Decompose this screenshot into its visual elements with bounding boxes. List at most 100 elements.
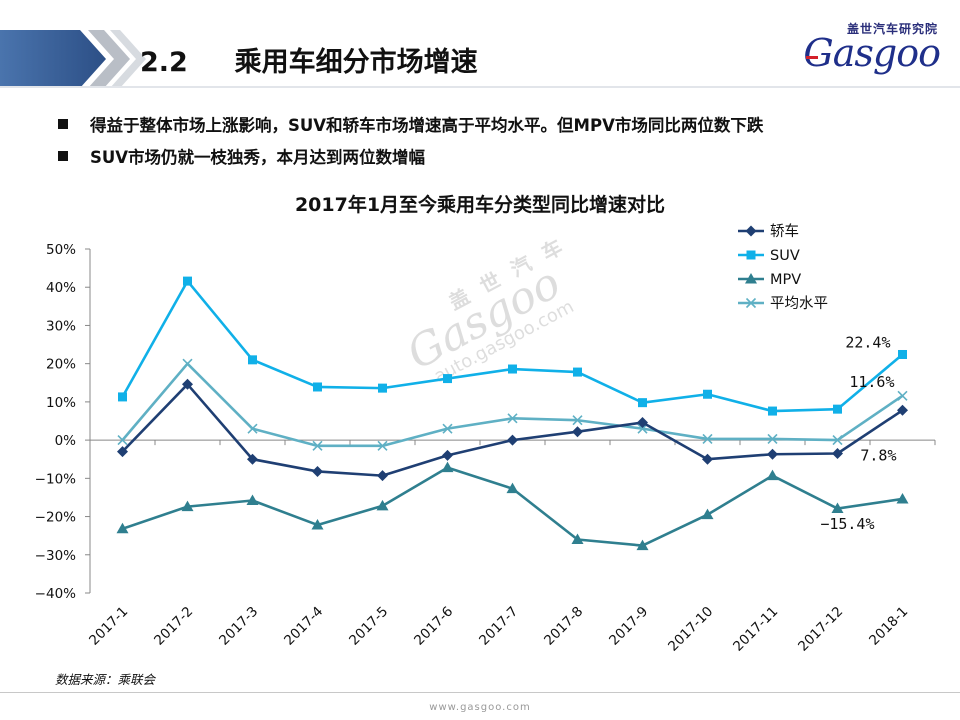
- series-line-sedan: [121, 383, 904, 477]
- legend-label-mpv: MPV: [770, 272, 801, 288]
- y-tick-label: −40%: [35, 586, 76, 602]
- data-point-suv: [508, 364, 517, 374]
- data-point-sedan: [572, 426, 583, 438]
- x-tick-label: 2018-1: [866, 604, 911, 649]
- series-line-mpv: [122, 466, 903, 547]
- data-point-mpv: [246, 494, 259, 506]
- legend-label-suv: SUV: [770, 248, 800, 264]
- data-point-suv: [378, 383, 387, 393]
- x-tick-label: 2017-11: [730, 604, 781, 655]
- y-tick-label: −10%: [35, 471, 76, 487]
- data-point-avg: [117, 435, 128, 446]
- data-point-mpv: [506, 482, 519, 494]
- data-point-mpv: [571, 533, 584, 544]
- section-title-text: 乘用车细分市场增速: [234, 47, 478, 78]
- legend-label-sedan: 轿车: [770, 223, 799, 240]
- header-band: [0, 30, 960, 88]
- data-point-mpv: [116, 522, 129, 534]
- data-point-avg: [377, 440, 388, 451]
- page-title: 2.2 乘用车细分市场增速: [140, 40, 478, 79]
- data-label-mpv: −15.4%: [820, 515, 874, 533]
- y-tick-label: 10%: [46, 395, 76, 411]
- data-point-mpv: [701, 508, 714, 520]
- legend-marker-avg: [745, 297, 757, 309]
- data-point-mpv: [441, 461, 454, 473]
- legend-marker-suv: [746, 250, 756, 260]
- y-tick-label: 40%: [46, 280, 76, 296]
- x-tick-label: 2017-8: [541, 604, 586, 649]
- data-point-sedan: [832, 447, 843, 459]
- data-point-avg: [182, 358, 193, 369]
- y-tick-label: 30%: [46, 318, 76, 334]
- data-label-suv: 22.4%: [845, 333, 890, 351]
- data-point-avg: [702, 433, 713, 445]
- data-point-avg: [897, 390, 908, 401]
- data-point-suv: [313, 382, 322, 392]
- data-point-avg: [442, 423, 453, 434]
- data-point-avg: [572, 415, 583, 426]
- data-point-suv: [638, 398, 647, 408]
- data-point-mpv: [636, 539, 649, 551]
- y-tick-label: −30%: [35, 548, 76, 564]
- y-tick-label: 50%: [46, 242, 76, 258]
- data-point-suv: [248, 355, 257, 365]
- data-point-mpv: [766, 469, 779, 481]
- legend-marker-mpv: [745, 273, 757, 284]
- chart-title: 2017年1月至今乘用车分类型同比增速对比: [294, 194, 666, 216]
- series-line-avg: [121, 362, 904, 448]
- x-tick-label: 2017-3: [216, 604, 261, 649]
- data-label-sedan: 7.8%: [860, 446, 896, 464]
- bullet-square-icon: [58, 151, 68, 161]
- logo-cn-text: 盖世汽车研究院: [846, 22, 938, 36]
- x-tick-label: 2017-4: [281, 604, 326, 649]
- data-point-sedan: [897, 404, 908, 416]
- x-tick-label: 2017-10: [665, 604, 716, 655]
- data-point-sedan: [442, 449, 453, 461]
- bullet-item: 得益于整体市场上涨影响，SUV和轿车市场增速高于平均水平。但MPV市场同比两位数…: [58, 108, 763, 140]
- header-underline: [0, 86, 960, 88]
- data-point-mpv: [181, 500, 194, 512]
- data-point-avg: [507, 413, 518, 424]
- data-point-avg: [767, 433, 778, 445]
- bullet-text: SUV市场仍就一枝独秀，本月达到两位数增幅: [90, 148, 426, 167]
- x-tick-label: 2017-5: [346, 604, 391, 649]
- data-point-sedan: [247, 453, 258, 465]
- legend-marker-sedan: [745, 225, 757, 237]
- data-source: 数据来源：乘联会: [55, 672, 156, 687]
- data-point-mpv: [376, 499, 389, 511]
- data-point-mpv: [896, 492, 909, 504]
- x-tick-label: 2017-9: [606, 604, 651, 649]
- logo-wordmark: Gasgoo: [803, 31, 941, 75]
- x-tick-label: 2017-1: [86, 604, 131, 649]
- x-tick-label: 2017-6: [411, 604, 456, 649]
- data-point-sedan: [117, 446, 128, 458]
- header-blue-arrow: [0, 30, 106, 88]
- data-point-suv: [703, 389, 712, 399]
- data-point-sedan: [702, 453, 713, 465]
- data-point-suv: [118, 392, 127, 402]
- y-tick-label: 0%: [55, 433, 77, 449]
- footer-divider: [0, 692, 960, 693]
- data-point-sedan: [377, 470, 388, 482]
- data-point-sedan: [767, 448, 778, 460]
- header-chevron-2: [110, 30, 146, 88]
- header-chevron-1: [88, 30, 130, 88]
- bullet-list: 得益于整体市场上涨影响，SUV和轿车市场增速高于平均水平。但MPV市场同比两位数…: [58, 108, 763, 172]
- data-point-suv: [898, 349, 907, 359]
- data-point-sedan: [507, 434, 518, 446]
- logo-red-bar: [806, 56, 818, 59]
- data-point-sedan: [312, 465, 323, 477]
- bullet-text: 得益于整体市场上涨影响，SUV和轿车市场增速高于平均水平。但MPV市场同比两位数…: [90, 116, 764, 135]
- x-tick-label: 2017-2: [151, 604, 196, 649]
- data-point-avg: [247, 423, 258, 434]
- data-point-sedan: [182, 378, 193, 390]
- data-point-suv: [573, 367, 582, 377]
- data-point-suv: [183, 276, 192, 286]
- bullet-item: SUV市场仍就一枝独秀，本月达到两位数增幅: [58, 140, 763, 172]
- legend-label-avg: 平均水平: [770, 295, 828, 312]
- data-point-mpv: [311, 518, 324, 530]
- data-point-mpv: [831, 502, 844, 514]
- data-point-sedan: [637, 417, 648, 429]
- data-label-avg: 11.6%: [849, 373, 894, 391]
